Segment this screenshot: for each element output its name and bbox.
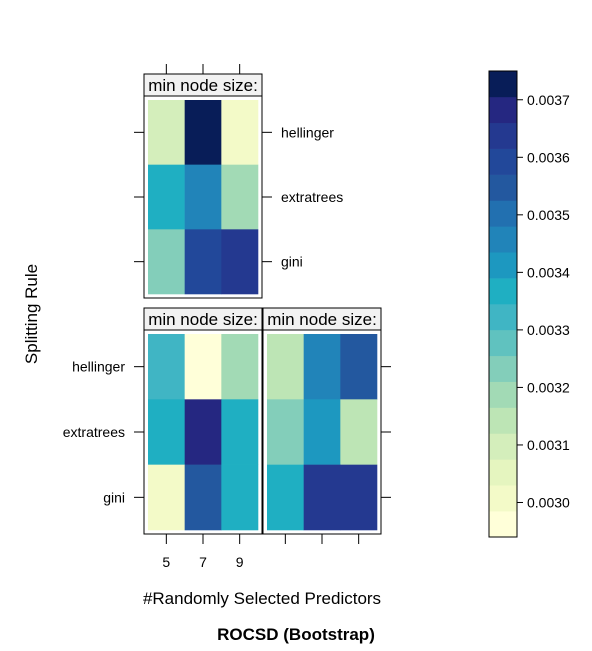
panel-strip-label: min node size: (267, 310, 377, 329)
heat-cell-hellinger-9 (221, 100, 259, 165)
heat-cell-hellinger-9 (340, 334, 378, 400)
heat-cell-extratrees-7 (184, 399, 222, 465)
colorbar-segment (489, 122, 517, 149)
heat-cell-hellinger-7 (184, 334, 222, 400)
y-tick-label-extratrees: extratrees (281, 189, 343, 205)
colorbar-tick-label: 0.0030 (527, 494, 570, 510)
heat-cell-gini-5 (148, 464, 185, 531)
heat-cell-extratrees-7 (303, 399, 341, 465)
panels-layer: min node size: min node size: min node siz… (143, 73, 382, 535)
panel-2: min node size: (143, 307, 263, 535)
heat-cell-hellinger-5 (267, 334, 304, 400)
y-axis-label: Splitting Rule (22, 264, 41, 364)
panel-1: min node size: (143, 73, 263, 299)
heat-cell-extratrees-7 (184, 164, 222, 230)
heat-cell-gini-9 (340, 464, 378, 531)
heat-cell-gini-5 (148, 229, 185, 295)
y-tick-label-hellinger: hellinger (281, 124, 334, 140)
colorbar-frame (488, 70, 518, 538)
colorbar-segment (489, 252, 517, 279)
y-tick-label-extratrees: extratrees (63, 424, 125, 440)
y-tick-label-gini: gini (281, 254, 303, 270)
colorbar-segment (489, 407, 517, 434)
x-tick-label-9: 9 (236, 554, 244, 570)
colorbar-tick-label: 0.0031 (527, 437, 570, 453)
colorbar-segment (489, 355, 517, 382)
x-axis-label: #Randomly Selected Predictors (143, 589, 381, 608)
colorbar-segment (489, 96, 517, 124)
heat-cell-extratrees-5 (148, 399, 185, 465)
panel-strip-label: min node size: (148, 310, 258, 329)
heat-cell-gini-7 (184, 464, 222, 531)
panel-3: min node size: (262, 307, 382, 535)
colorbar-segment (489, 485, 517, 512)
colorbar-segment (489, 381, 517, 408)
x-tick-label-5: 5 (162, 554, 170, 570)
axes-layer: hellinger extratrees gini hellinger extratre… (63, 64, 391, 570)
heat-cell-gini-7 (184, 229, 222, 295)
heat-cell-hellinger-7 (184, 100, 222, 165)
heat-cell-extratrees-9 (340, 399, 378, 465)
colorbar: 0.0030 0.0031 0.0032 0.0033 0.0034 0.0035 0.00… (488, 70, 570, 538)
heat-cell-extratrees-5 (148, 164, 185, 230)
heat-cell-hellinger-9 (221, 334, 259, 400)
colorbar-tick-label: 0.0035 (527, 207, 570, 223)
colorbar-segment (489, 329, 517, 357)
colorbar-segment (489, 459, 517, 486)
heat-cell-gini-9 (221, 464, 259, 531)
colorbar-segment (489, 200, 517, 227)
colorbar-segment (489, 148, 517, 175)
panel-strip-label: min node size: (148, 76, 258, 95)
chart-title: ROCSD (Bootstrap) (217, 625, 375, 644)
colorbar-tick-label: 0.0037 (527, 92, 570, 108)
colorbar-segment (489, 226, 517, 253)
y-tick-label-gini: gini (103, 489, 125, 505)
heat-cell-gini-7 (303, 464, 341, 531)
colorbar-tick-label: 0.0034 (527, 264, 570, 280)
colorbar-segment (489, 433, 517, 460)
colorbar-segment (489, 71, 517, 98)
colorbar-tick-label: 0.0032 (527, 379, 570, 395)
heat-cell-extratrees-5 (267, 399, 304, 465)
heat-cell-extratrees-9 (221, 399, 259, 465)
colorbar-tick-label: 0.0036 (527, 149, 570, 165)
colorbar-tick-label: 0.0033 (527, 322, 570, 338)
colorbar-segment (489, 304, 517, 331)
colorbar-segment (489, 511, 517, 538)
y-tick-label-hellinger: hellinger (72, 359, 125, 375)
heat-cell-hellinger-5 (148, 334, 185, 400)
colorbar-segment (489, 174, 517, 201)
heat-cell-extratrees-9 (221, 164, 259, 230)
x-tick-label-7: 7 (199, 554, 207, 570)
heat-cell-hellinger-7 (303, 334, 341, 400)
heat-cell-gini-5 (267, 464, 304, 531)
colorbar-segment (489, 278, 517, 305)
heat-cell-hellinger-5 (148, 100, 185, 165)
heat-cell-gini-9 (221, 229, 259, 295)
